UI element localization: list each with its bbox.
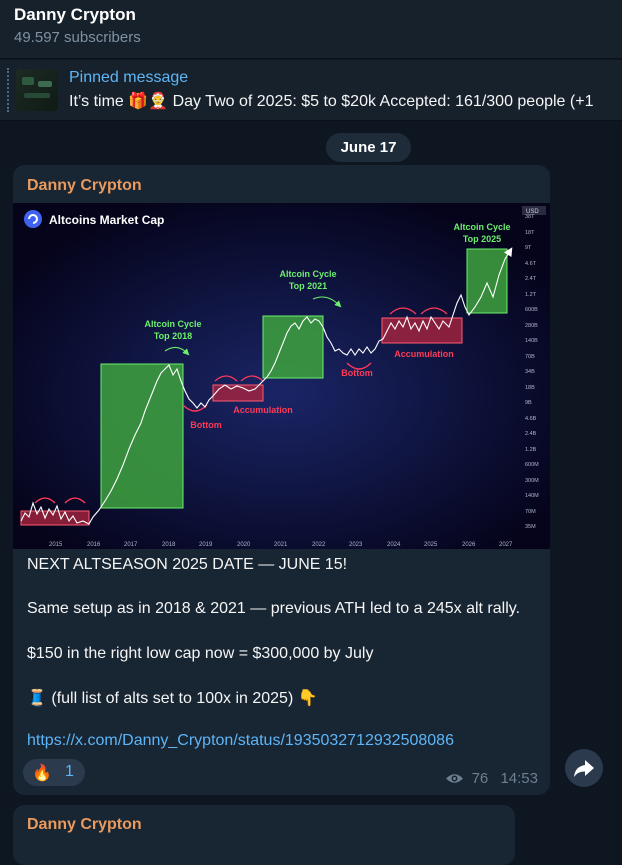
svg-text:2017: 2017 [124,542,138,548]
pinned-title: Pinned message [69,69,189,86]
svg-text:Top 2021: Top 2021 [289,281,327,291]
svg-text:38T: 38T [525,214,535,220]
svg-text:35M: 35M [525,524,536,530]
svg-text:2.4B: 2.4B [525,431,537,437]
svg-text:Bottom: Bottom [341,368,373,378]
message-author[interactable]: Danny Crypton [27,177,142,194]
svg-text:Altcoin Cycle: Altcoin Cycle [453,222,510,232]
svg-text:Top 2018: Top 2018 [154,331,192,341]
svg-text:70M: 70M [525,509,536,515]
cycle-labels: Altcoin Cycle Top 2018 Altcoin Cycle Top… [144,222,510,341]
svg-text:4.6T: 4.6T [525,261,537,267]
views-eye-icon [446,774,464,783]
message-bubble: Danny Crypton Altcoins Mar [13,165,550,795]
chart-image[interactable]: Altcoins Market Cap USD 38T 18T 9T 4.6T … [13,203,550,549]
svg-text:600M: 600M [525,462,539,468]
svg-text:34B: 34B [525,369,535,375]
svg-text:70B: 70B [525,354,535,360]
svg-text:18B: 18B [525,385,535,391]
chart-title: Altcoins Market Cap [49,213,164,227]
message-author-2[interactable]: Danny Crypton [27,816,142,833]
svg-text:9T: 9T [525,245,532,251]
message-line-3: $150 in the right low cap now = $300,000… [27,645,374,662]
forward-button[interactable] [565,749,603,787]
subscriber-count: 49.597 subscribers [14,29,141,46]
svg-text:2023: 2023 [349,542,363,548]
svg-text:2026: 2026 [462,542,476,548]
svg-text:Altcoin Cycle: Altcoin Cycle [279,269,336,279]
svg-text:300M: 300M [525,478,539,484]
reaction-fire-button[interactable]: 🔥 1 [23,759,85,786]
svg-text:1.2B: 1.2B [525,447,537,453]
svg-text:18T: 18T [525,230,535,236]
pinned-text: It’s time 🎁🤶 Day Two of 2025: $5 to $20k… [69,93,594,110]
svg-text:2019: 2019 [199,542,213,548]
message-line-1: NEXT ALTSEASON 2025 DATE — JUNE 15! [27,556,348,573]
forward-arrow-icon [574,760,594,777]
message-link[interactable]: https://x.com/Danny_Crypton/status/19350… [27,732,454,749]
message-line-2: Same setup as in 2018 & 2021 — previous … [27,600,521,617]
svg-text:1.2T: 1.2T [525,292,537,298]
svg-text:2020: 2020 [237,542,251,548]
message-bubble-2: Danny Crypton [13,805,515,865]
view-count: 76 [471,770,489,787]
svg-text:9B: 9B [525,400,532,406]
message-time: 14:53 [500,770,538,787]
svg-text:280B: 280B [525,323,538,329]
svg-text:2025: 2025 [424,542,438,548]
svg-text:600B: 600B [525,307,538,313]
svg-text:2022: 2022 [312,542,326,548]
pinned-message-bar[interactable]: Pinned message It’s time 🎁🤶 Day Two of 2… [0,60,622,121]
date-separator: June 17 [326,133,411,162]
svg-text:Accumulation: Accumulation [233,405,293,415]
channel-title[interactable]: Danny Crypton [14,5,136,24]
svg-text:Altcoin Cycle: Altcoin Cycle [144,319,201,329]
arrow-2021 [312,296,342,308]
svg-text:2027: 2027 [499,542,513,548]
svg-text:2018: 2018 [162,542,176,548]
x-axis-ticks: 2015 2016 2017 2018 2019 2020 2021 2022 … [49,542,513,548]
pinned-indicator [7,68,11,112]
currency-label: USD [526,209,539,215]
svg-text:2024: 2024 [387,542,401,548]
chart-logo-icon [24,210,42,228]
accumulation-box-2023 [381,317,463,344]
channel-header[interactable]: Danny Crypton 49.597 subscribers [0,0,622,59]
message-line-4: 🧵 (full list of alts set to 100x in 2025… [27,690,318,707]
svg-text:2021: 2021 [274,542,288,548]
accumulation-box-2019 [212,384,264,402]
y-axis-ticks: 38T 18T 9T 4.6T 2.4T 1.2T 600B 280B 140B… [525,214,539,530]
svg-text:140B: 140B [525,338,538,344]
message-meta: 76 14:53 [445,770,538,787]
svg-text:140M: 140M [525,493,539,499]
svg-text:Bottom: Bottom [190,420,222,430]
svg-text:2015: 2015 [49,542,63,548]
phase-labels: Accumulation Accumulation Bottom Bottom [190,349,454,430]
fire-icon: 🔥 [32,765,52,782]
arrow-2018 [164,346,190,356]
pinned-thumbnail[interactable] [16,69,58,111]
svg-text:4.6B: 4.6B [525,416,537,422]
cycle-box-2025 [466,248,508,314]
svg-text:2016: 2016 [87,542,101,548]
reaction-count: 1 [65,763,74,780]
svg-text:Top 2025: Top 2025 [463,234,501,244]
svg-text:2.4T: 2.4T [525,276,537,282]
price-line [20,247,513,525]
svg-text:Accumulation: Accumulation [394,349,454,359]
